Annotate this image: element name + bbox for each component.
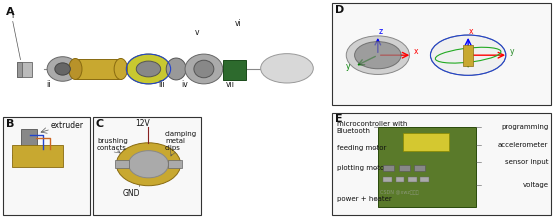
FancyBboxPatch shape	[3, 117, 90, 215]
Text: B: B	[6, 119, 14, 129]
Text: vii: vii	[225, 79, 234, 88]
Ellipse shape	[114, 58, 127, 79]
Ellipse shape	[116, 143, 181, 186]
Text: E: E	[335, 114, 343, 124]
FancyBboxPatch shape	[115, 160, 129, 168]
FancyBboxPatch shape	[332, 3, 551, 105]
Text: ii: ii	[47, 79, 51, 88]
Text: power + heater: power + heater	[337, 196, 392, 202]
FancyBboxPatch shape	[75, 59, 121, 79]
FancyBboxPatch shape	[93, 117, 201, 215]
FancyBboxPatch shape	[420, 177, 429, 182]
Text: accelerometer: accelerometer	[498, 141, 548, 148]
Text: y: y	[510, 47, 514, 56]
FancyBboxPatch shape	[463, 45, 473, 66]
Text: feeding motor: feeding motor	[337, 145, 386, 151]
FancyBboxPatch shape	[378, 127, 476, 207]
Text: sensor input: sensor input	[505, 159, 548, 165]
Text: y: y	[346, 62, 350, 71]
FancyBboxPatch shape	[168, 160, 182, 168]
Text: voltage: voltage	[522, 182, 548, 188]
Ellipse shape	[261, 54, 314, 83]
Ellipse shape	[69, 58, 82, 79]
Text: rᵢ = 9 mm: rᵢ = 9 mm	[19, 152, 54, 158]
FancyBboxPatch shape	[403, 133, 449, 151]
Ellipse shape	[355, 42, 401, 69]
Text: v: v	[195, 28, 199, 37]
Text: x: x	[469, 27, 474, 36]
Ellipse shape	[129, 151, 168, 178]
Ellipse shape	[136, 61, 161, 77]
Text: programming: programming	[501, 124, 548, 131]
FancyBboxPatch shape	[399, 165, 410, 171]
Text: 12V: 12V	[136, 119, 150, 128]
Ellipse shape	[194, 60, 214, 78]
Text: extruder: extruder	[51, 121, 84, 130]
Text: D: D	[335, 5, 345, 15]
FancyBboxPatch shape	[332, 113, 551, 215]
Ellipse shape	[55, 63, 70, 75]
FancyBboxPatch shape	[414, 165, 425, 171]
Ellipse shape	[47, 57, 78, 81]
Text: z: z	[379, 27, 383, 36]
FancyBboxPatch shape	[17, 62, 32, 77]
Text: x: x	[414, 47, 418, 56]
Text: CSDN @xwz小王子: CSDN @xwz小王子	[379, 190, 418, 195]
FancyBboxPatch shape	[396, 177, 404, 182]
FancyBboxPatch shape	[12, 145, 63, 167]
FancyBboxPatch shape	[17, 62, 22, 77]
Text: microcontroller with
Bluetooth: microcontroller with Bluetooth	[337, 121, 407, 134]
FancyBboxPatch shape	[223, 60, 246, 80]
FancyBboxPatch shape	[21, 129, 37, 147]
Text: plotting motor: plotting motor	[337, 164, 387, 171]
Text: A: A	[6, 7, 14, 17]
Text: iii: iii	[158, 79, 165, 88]
Text: iv: iv	[181, 79, 188, 88]
Text: GND: GND	[123, 189, 141, 198]
Ellipse shape	[166, 58, 186, 80]
Text: C: C	[95, 119, 104, 129]
Text: i: i	[11, 11, 13, 20]
FancyBboxPatch shape	[383, 165, 394, 171]
Ellipse shape	[126, 54, 171, 84]
FancyBboxPatch shape	[383, 177, 392, 182]
Ellipse shape	[185, 54, 223, 84]
Ellipse shape	[346, 36, 409, 74]
FancyBboxPatch shape	[408, 177, 417, 182]
Ellipse shape	[430, 35, 506, 75]
Text: clamping
metal
clips: clamping metal clips	[165, 131, 197, 151]
Text: brushing
contacts: brushing contacts	[97, 138, 128, 151]
Text: vi: vi	[235, 19, 242, 28]
